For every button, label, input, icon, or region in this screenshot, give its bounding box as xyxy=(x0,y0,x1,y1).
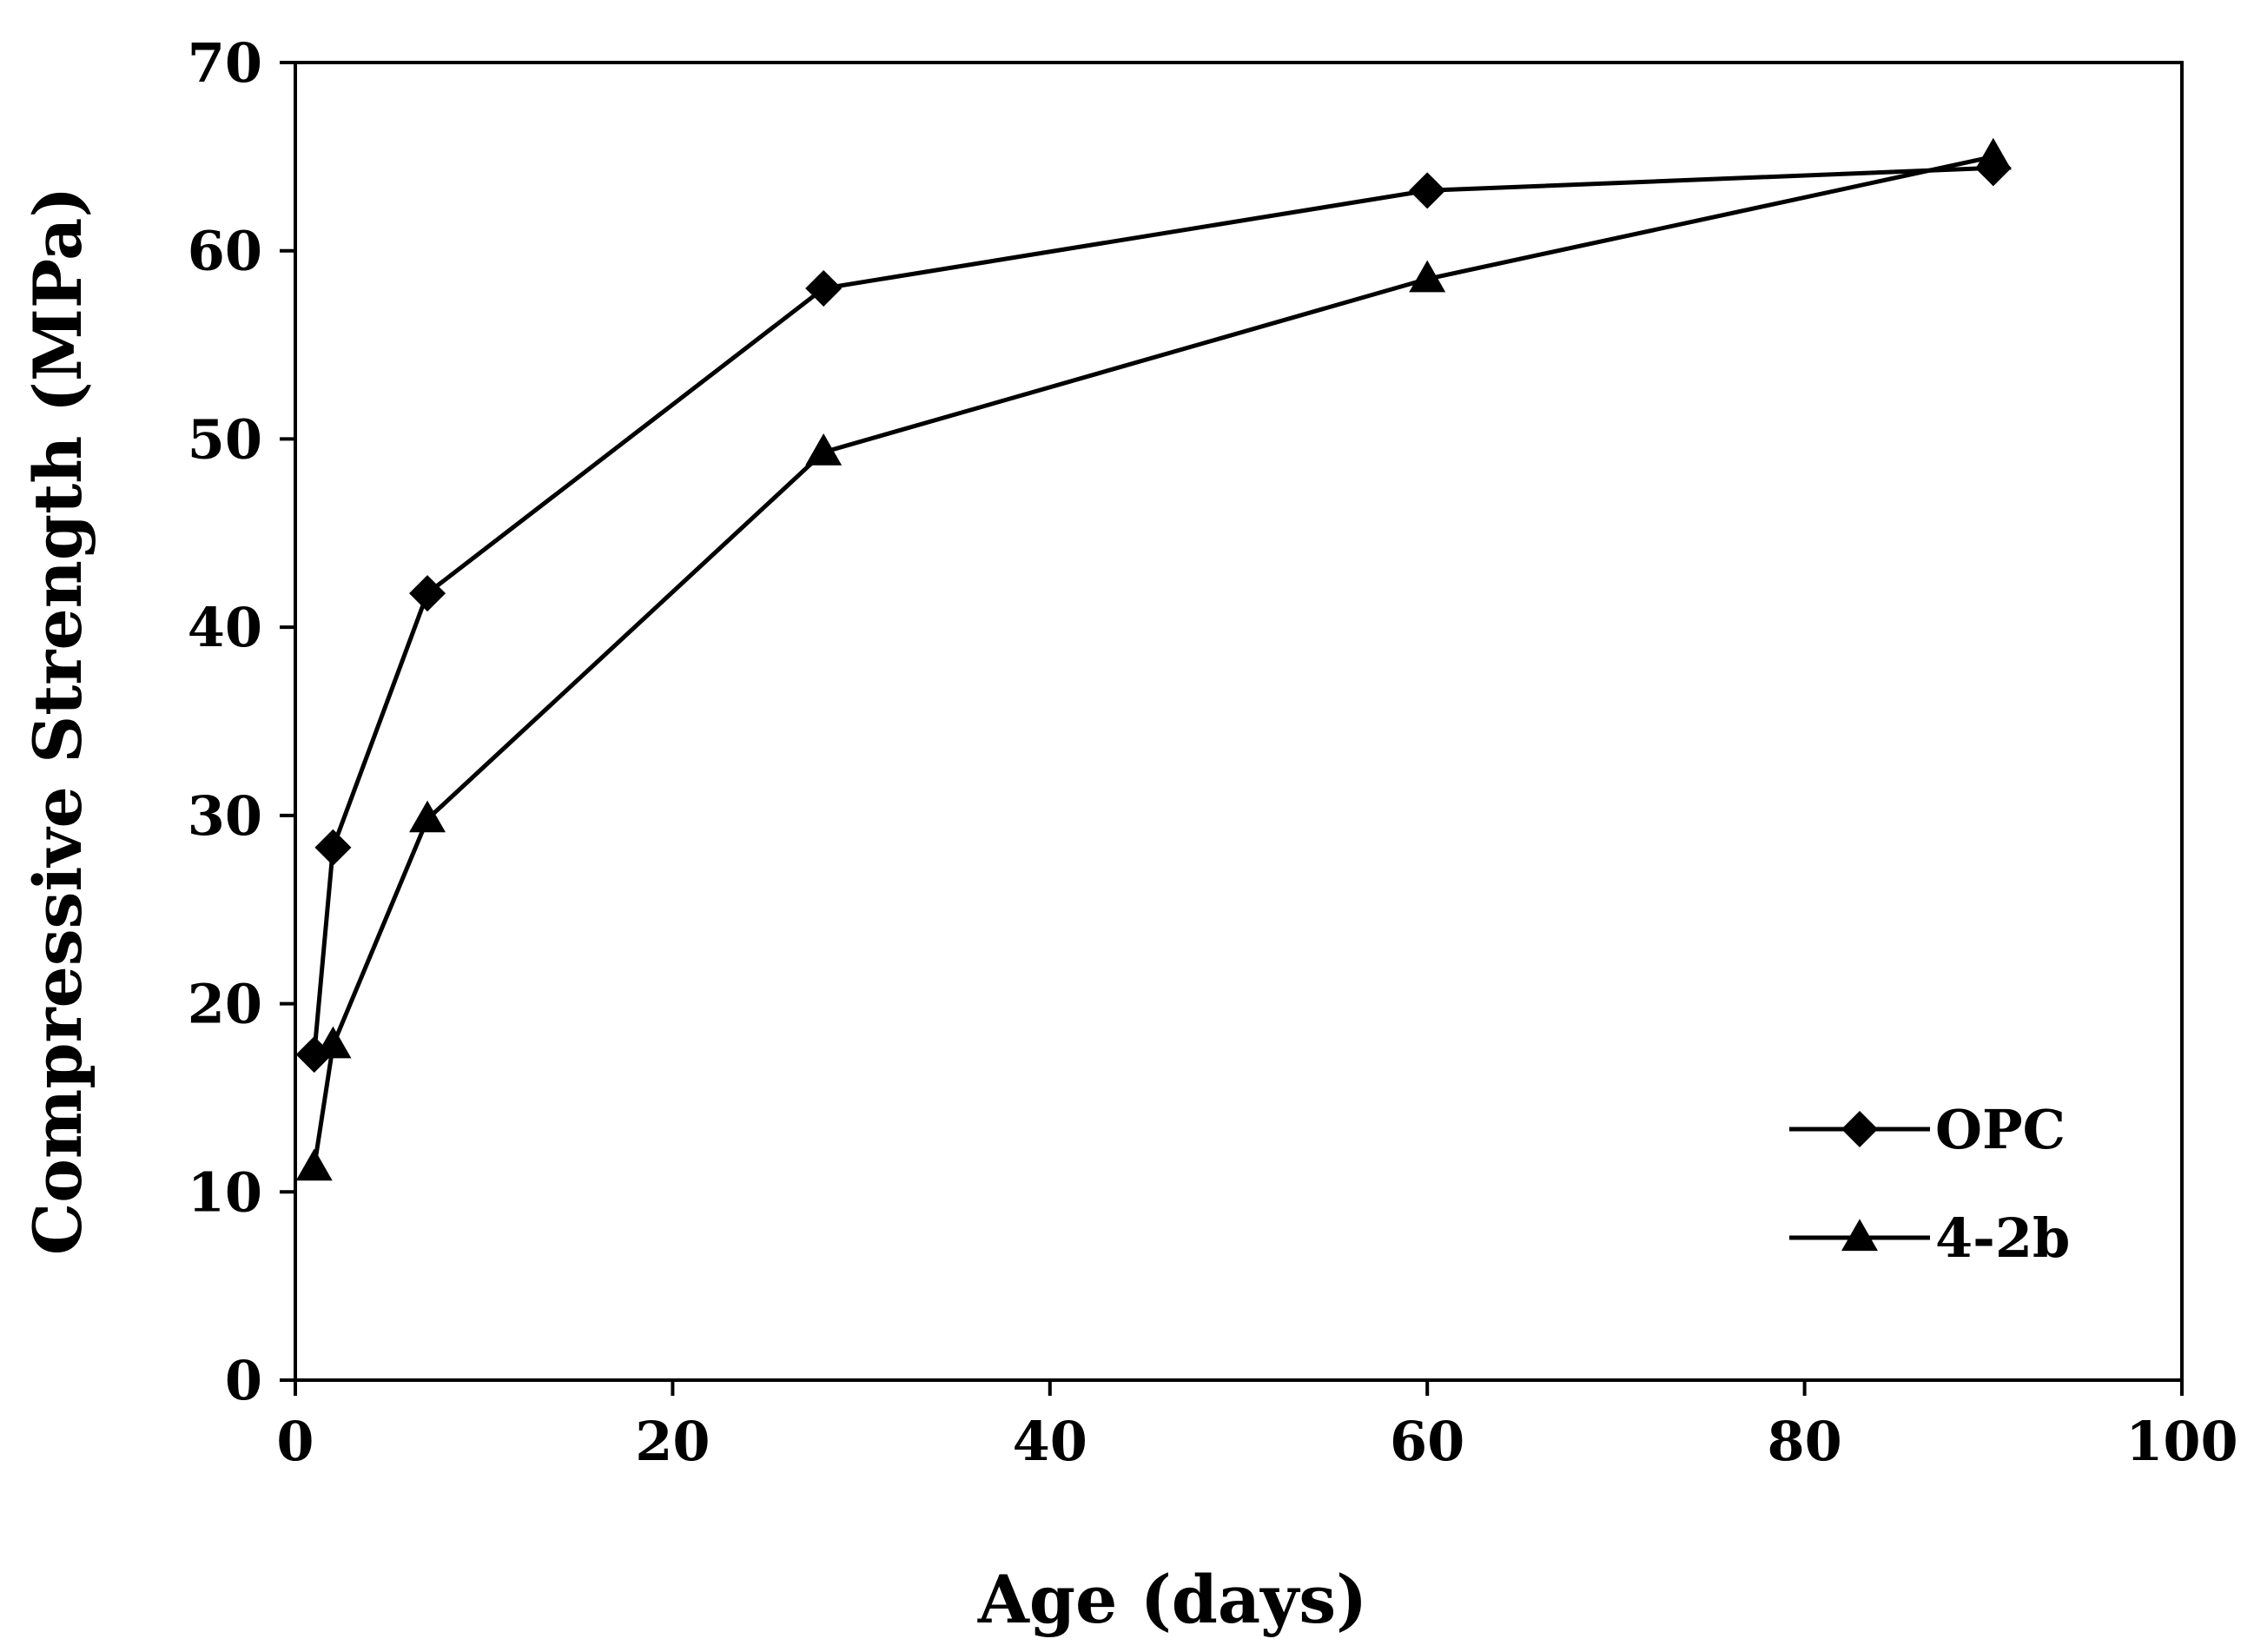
y-tick-label: 70 xyxy=(188,31,262,95)
x-axis-ticks: 0 20 40 60 80 100 xyxy=(276,1380,2238,1473)
y-tick-label: 40 xyxy=(188,596,262,659)
y-axis-ticks: 0 10 20 30 40 50 60 70 xyxy=(188,31,295,1412)
data-point xyxy=(295,1148,333,1181)
data-point xyxy=(805,433,843,466)
legend-item: 4-2b xyxy=(1789,1206,2070,1270)
y-tick-label: 50 xyxy=(188,407,262,471)
series-line xyxy=(312,165,1993,1055)
x-axis-title: Age (days) xyxy=(977,1561,1367,1638)
legend: OPC 4-2b xyxy=(1789,1098,2070,1270)
data-point xyxy=(1409,172,1446,209)
data-point xyxy=(1974,137,2012,170)
y-axis-title: Compressive Strength (MPa) xyxy=(19,187,96,1256)
data-point xyxy=(805,270,843,307)
legend-label: 4-2b xyxy=(1935,1206,2070,1270)
data-point xyxy=(1409,260,1446,293)
legend-marker xyxy=(1841,1111,1878,1147)
data-point xyxy=(409,800,446,833)
x-tick-label: 60 xyxy=(1390,1410,1464,1473)
x-tick-label: 100 xyxy=(2125,1410,2237,1473)
data-point xyxy=(314,1026,352,1059)
data-point xyxy=(409,575,446,612)
data-point xyxy=(314,829,352,866)
x-tick-label: 80 xyxy=(1767,1410,1841,1473)
series-layer xyxy=(295,137,2012,1181)
plot-area-frame xyxy=(294,61,2184,1382)
series-line xyxy=(312,154,1994,1168)
y-tick-label: 60 xyxy=(188,220,262,283)
y-tick-label: 0 xyxy=(225,1349,262,1412)
x-tick-label: 40 xyxy=(1013,1410,1087,1473)
series-4-2b xyxy=(295,137,2012,1181)
legend-label: OPC xyxy=(1935,1098,2066,1161)
series-opc xyxy=(295,149,2012,1074)
legend-item: OPC xyxy=(1789,1098,2066,1161)
x-tick-label: 0 xyxy=(276,1410,314,1473)
x-tick-label: 20 xyxy=(635,1410,710,1473)
y-tick-label: 10 xyxy=(188,1160,262,1224)
y-tick-label: 30 xyxy=(188,784,262,848)
y-tick-label: 20 xyxy=(188,973,262,1036)
legend-marker xyxy=(1841,1219,1878,1252)
